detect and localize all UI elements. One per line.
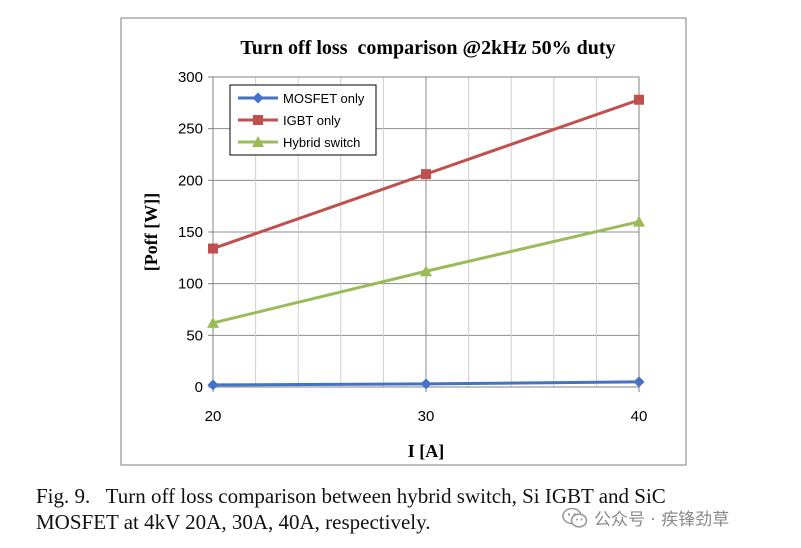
x-tick-label: 20 bbox=[205, 408, 222, 425]
legend-marker-igbt-only bbox=[253, 115, 263, 125]
legend-label: MOSFET only bbox=[283, 91, 365, 106]
legend: MOSFET only IGBT only Hybrid switch bbox=[229, 84, 377, 156]
data-point-igbt-only bbox=[634, 94, 644, 105]
legend-marker-mosfet-only bbox=[252, 92, 264, 104]
data-point-hybrid-switch bbox=[633, 215, 645, 227]
wechat-icon bbox=[562, 507, 588, 528]
legend-entry-mosfet-only: MOSFET only bbox=[238, 91, 365, 106]
y-tick-label: 300 bbox=[178, 69, 203, 86]
x-axis-title: I [A] bbox=[408, 441, 445, 461]
legend-entry-hybrid-switch: Hybrid switch bbox=[238, 135, 360, 150]
chart: Turn off loss comparison @2kHz 50% duty … bbox=[120, 17, 687, 466]
y-tick-label: 0 bbox=[195, 379, 203, 396]
data-point-mosfet-only bbox=[420, 378, 432, 390]
series bbox=[207, 94, 645, 391]
tick-labels: 0 50 100 150 200 250 300 20 30 40 bbox=[178, 69, 647, 425]
y-tick-label: 150 bbox=[178, 224, 203, 241]
data-point-mosfet-only bbox=[633, 376, 645, 388]
y-tick-label: 200 bbox=[178, 172, 203, 189]
watermark-text: 公众号 · 疾锋劲草 bbox=[594, 510, 730, 530]
caption-line-1: Fig. 9. Turn off loss comparison between… bbox=[36, 484, 666, 508]
x-tick-label: 30 bbox=[418, 408, 435, 425]
watermark: 公众号 · 疾锋劲草 bbox=[562, 505, 729, 530]
series-mosfet-only bbox=[207, 376, 645, 391]
data-point-igbt-only bbox=[421, 169, 431, 180]
data-point-mosfet-only bbox=[207, 379, 219, 391]
data-point-hybrid-switch bbox=[207, 316, 219, 328]
legend-label: IGBT only bbox=[283, 113, 341, 128]
legend-label: Hybrid switch bbox=[283, 135, 360, 150]
y-tick-label: 50 bbox=[186, 327, 203, 344]
figure-caption: Fig. 9. Turn off loss comparison between… bbox=[36, 483, 796, 535]
data-point-igbt-only bbox=[208, 243, 218, 254]
chart-title: Turn off loss comparison @2kHz 50% duty bbox=[240, 37, 615, 59]
series-igbt-only bbox=[208, 94, 644, 254]
chart-frame bbox=[120, 17, 687, 466]
data-point-hybrid-switch bbox=[420, 265, 432, 277]
series-hybrid-switch bbox=[207, 215, 645, 328]
caption-line-2: MOSFET at 4kV 20A, 30A, 40A, respectivel… bbox=[36, 510, 431, 534]
y-tick-label: 250 bbox=[178, 121, 203, 138]
legend-marker-hybrid-switch bbox=[252, 136, 264, 147]
legend-entry-igbt-only: IGBT only bbox=[238, 113, 341, 128]
x-tick-label: 40 bbox=[631, 408, 648, 425]
y-tick-label: 100 bbox=[178, 276, 203, 293]
y-axis-title: [Poff [W]] bbox=[141, 193, 161, 271]
